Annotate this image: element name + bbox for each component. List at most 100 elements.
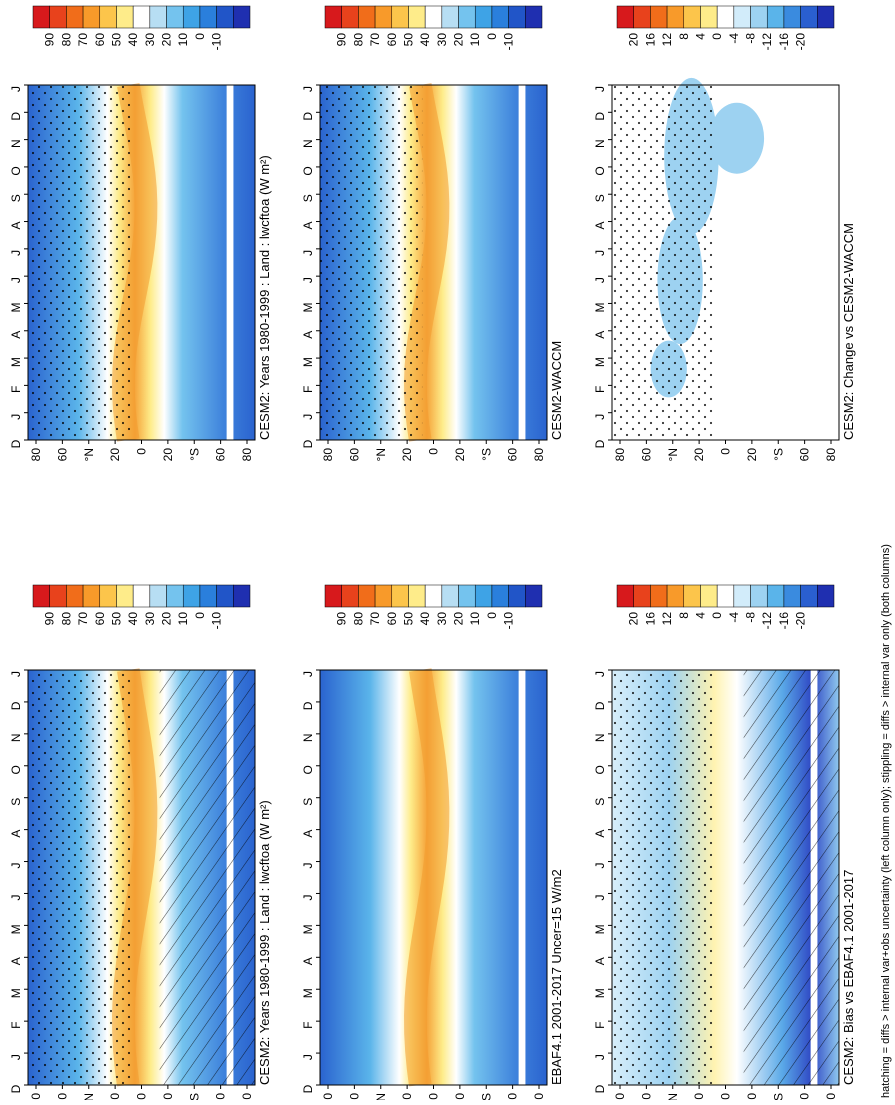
colorbar-swatch — [149, 5, 167, 29]
colorbar-swatch — [666, 584, 685, 608]
month-tick-label: F — [301, 1021, 315, 1028]
missing-data-strip — [518, 85, 526, 440]
colorbar-swatch — [233, 5, 251, 29]
month-tick-label: J — [9, 894, 23, 900]
colorbar-swatch — [525, 584, 543, 608]
lat-tick-label: °N — [374, 448, 388, 461]
colorbar-tick-label: 0 — [485, 612, 499, 619]
colorbar-tick-label: 8 — [677, 612, 691, 619]
month-tick-label: S — [9, 798, 23, 806]
colorbar-swatch — [683, 584, 701, 608]
colorbar-swatch — [166, 5, 184, 29]
colorbar-tick-label: 70 — [368, 612, 382, 626]
colorbar-swatch — [766, 5, 785, 29]
colorbar-tick-label: -4 — [727, 612, 741, 623]
colorbar-tick-label: 90 — [335, 612, 349, 626]
colorbar-swatch — [391, 5, 409, 29]
colorbar-tick-label: 70 — [76, 33, 90, 47]
colorbar-swatch — [32, 5, 50, 29]
colorbar-tick-label: 30 — [143, 612, 157, 626]
colorbar-tick-label: 16 — [643, 33, 657, 47]
lat-tick-label: 60 — [506, 1093, 520, 1100]
lat-tick-label: 20 — [692, 448, 706, 462]
month-tick-label: J — [301, 1054, 315, 1060]
month-tick-label: A — [593, 957, 607, 965]
stippling-overlay — [28, 85, 131, 440]
panel-title: CESM2: Years 1980-1999 : Land : lwcftoa … — [257, 155, 272, 440]
colorbar-swatch — [616, 584, 634, 608]
month-tick-label: D — [593, 701, 607, 710]
lat-tick-label: 60 — [639, 1093, 653, 1100]
lat-tick-label: °S — [771, 448, 785, 461]
lat-tick-label: 20 — [400, 1093, 414, 1100]
colorbar-tick-label: 16 — [643, 612, 657, 626]
lat-tick-label: °S — [771, 1093, 785, 1100]
colorbar-swatch — [800, 584, 818, 608]
colorbar-swatch — [716, 584, 735, 608]
colorbar-tick-label: 40 — [418, 612, 432, 626]
stippling-overlay — [320, 85, 423, 440]
month-tick-label: M — [9, 302, 23, 312]
colorbar-tick-label: -12 — [760, 33, 774, 51]
lat-tick-label: 20 — [692, 1093, 706, 1100]
colorbar-swatch — [616, 5, 634, 29]
lat-tick-label: 80 — [532, 448, 546, 462]
month-tick-label: D — [301, 112, 315, 121]
colorbar-tick-label: 20 — [452, 612, 466, 626]
colorbar-swatch — [458, 5, 476, 29]
colorbar-swatch — [149, 584, 167, 608]
month-tick-label: A — [9, 830, 23, 838]
month-tick-label: F — [9, 386, 23, 393]
lat-tick-label: 60 — [798, 1093, 812, 1100]
colorbar-swatch — [374, 584, 393, 608]
colorbar-swatch — [800, 5, 818, 29]
panel-1: D J F M A M J J A S O N D J 80 60 °N 20 0 20 °S 60 80 CESM2: Ye… — [9, 584, 272, 1105]
colorbar-swatch — [733, 5, 751, 29]
colorbar-tick-label: 60 — [93, 33, 107, 47]
lat-tick-label: 0 — [719, 448, 733, 455]
colorbar-swatch — [182, 5, 201, 29]
colorbar-swatch — [817, 5, 835, 29]
lat-tick-label: 80 — [321, 448, 335, 462]
month-tick-label: A — [9, 331, 23, 339]
month-tick-label: S — [301, 194, 315, 202]
month-tick-label: O — [593, 765, 607, 774]
colorbar-swatch — [341, 5, 359, 29]
colorbar-tick-label: 0 — [193, 612, 207, 619]
month-tick-label: M — [301, 988, 315, 998]
colorbar-tick-label: 20 — [627, 612, 641, 626]
month-tick-label: J — [593, 277, 607, 283]
month-tick-label: O — [301, 765, 315, 774]
missing-data-strip — [226, 85, 234, 440]
month-tick-label: J — [9, 863, 23, 869]
colorbar-tick-label: 0 — [193, 33, 207, 40]
hatching-overlay — [159, 670, 255, 1085]
month-tick-label: M — [593, 357, 607, 367]
lat-tick-label: 60 — [55, 1093, 69, 1100]
month-tick-label: O — [9, 166, 23, 175]
colorbar-tick-label: 4 — [693, 33, 707, 40]
month-tick-label: A — [9, 957, 23, 965]
month-tick-label: A — [301, 957, 315, 965]
colorbar-tick-label: 90 — [43, 612, 57, 626]
colorbar-swatch — [324, 584, 342, 608]
month-tick-label: J — [593, 250, 607, 256]
colorbar-tick-label: 30 — [143, 33, 157, 47]
lat-tick-label: °N — [82, 448, 96, 461]
month-tick-label: J — [593, 414, 607, 420]
colorbar-swatch — [358, 5, 376, 29]
month-tick-label: F — [593, 1021, 607, 1028]
month-tick-label: J — [301, 250, 315, 256]
colorbar-tick-label: 90 — [335, 33, 349, 47]
colorbar-tick-label: 10 — [468, 33, 482, 47]
colorbar-tick-label: 0 — [710, 612, 724, 619]
month-tick-label: J — [593, 894, 607, 900]
colorbar-tick-label: 50 — [401, 33, 415, 47]
lat-tick-label: 60 — [214, 1093, 228, 1100]
colorbar-swatch — [99, 584, 117, 608]
colorbar-swatch — [216, 584, 234, 608]
colorbar-tick-label: 80 — [351, 33, 365, 47]
